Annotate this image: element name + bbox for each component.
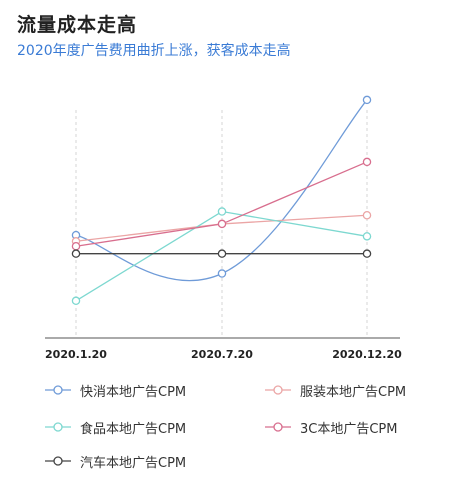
line-chart: 2020.1.20 2020.7.20 2020.12.20 — [45, 95, 402, 361]
legend-marker-icon — [265, 385, 291, 395]
legend-marker-icon — [265, 422, 291, 432]
x-tick-label: 2020.12.20 — [332, 348, 402, 361]
data-point — [217, 249, 227, 258]
legend-label: 汽车本地广告CPM — [80, 455, 187, 471]
data-point — [71, 241, 81, 251]
legend-label: 3C本地广告CPM — [300, 421, 398, 437]
legend-item: 服装本地广告CPM — [264, 380, 406, 400]
legend-marker-icon — [45, 422, 71, 432]
data-point — [71, 249, 81, 258]
legend-item: 食品本地广告CPM — [44, 417, 186, 437]
legend-label: 服装本地广告CPM — [300, 384, 407, 400]
data-point — [362, 95, 372, 105]
data-point — [71, 296, 81, 306]
legend-label: 食品本地广告CPM — [80, 421, 187, 437]
data-point — [362, 210, 372, 220]
legend-marker-icon — [45, 385, 71, 395]
legend-marker-icon — [45, 456, 71, 466]
data-point — [362, 249, 372, 258]
legend-item: 快消本地广告CPM — [44, 380, 186, 400]
chart-subtitle: 2020年度广告费用曲折上涨，获客成本走高 — [17, 43, 291, 59]
legend-item: 汽车本地广告CPM — [44, 451, 186, 471]
x-tick-label: 2020.1.20 — [45, 348, 107, 361]
legend-label: 快消本地广告CPM — [80, 384, 187, 400]
chart-title: 流量成本走高 — [17, 14, 138, 36]
legend-item: 3C本地广告CPM — [264, 417, 397, 437]
data-point — [217, 207, 227, 216]
x-tick-label: 2020.7.20 — [191, 348, 253, 361]
data-point — [362, 232, 372, 241]
data-point — [217, 269, 227, 278]
data-point — [217, 219, 227, 229]
series-line — [75, 161, 368, 247]
data-point — [362, 157, 372, 167]
